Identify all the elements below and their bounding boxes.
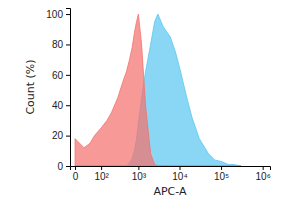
x-tick-mark [75,166,76,170]
y-tick-mark [66,105,70,106]
y-tick: 40 [52,100,70,111]
x-axis: 0 10² 10³ 10⁴ 10⁵ 10⁶ [71,166,271,182]
x-tick-label: 10² [94,171,109,182]
x-tick-label: 10⁶ [256,171,271,182]
x-axis-title: APC-A [153,185,187,198]
x-tick: 0 [73,166,79,182]
y-tick-mark [66,14,70,15]
y-tick-mark [66,136,70,137]
y-tick-mark [66,166,70,167]
x-tick-mark [263,166,264,170]
x-tick: 10⁶ [256,166,271,182]
y-tick: 100 [46,9,70,20]
x-tick: 10⁴ [172,166,187,182]
histogram-area [75,14,241,166]
y-tick: 0 [57,161,70,172]
x-tick: 10⁵ [214,166,229,182]
y-axis-title: Count (%) [24,59,37,114]
x-tick: 10² [94,166,109,182]
histogram-area [75,14,241,166]
plot-area [75,14,241,166]
x-tick-mark [138,166,139,170]
y-tick-label: 40 [52,100,64,111]
y-tick-mark [66,75,70,76]
x-tick-mark [101,166,102,170]
y-tick-label: 80 [52,39,64,50]
x-tick: 10³ [132,166,147,182]
x-tick-label: 10⁴ [172,171,187,182]
y-tick: 20 [52,130,70,141]
y-tick-label: 20 [52,130,64,141]
x-axis-line [71,167,271,171]
y-tick-label: 100 [46,9,63,20]
y-axis: 0 20 40 60 80 100 [46,9,70,172]
y-axis-line [66,9,71,167]
x-tick-label: 10⁵ [214,171,229,182]
y-tick-mark [66,44,70,45]
x-tick-label: 0 [73,171,79,182]
y-tick-label: 60 [52,70,64,81]
x-tick-label: 10³ [132,171,147,182]
y-tick: 80 [52,39,70,50]
y-tick: 60 [52,70,70,81]
x-tick-mark [180,166,181,170]
x-tick-mark [221,166,222,170]
y-tick-label: 0 [57,161,63,172]
